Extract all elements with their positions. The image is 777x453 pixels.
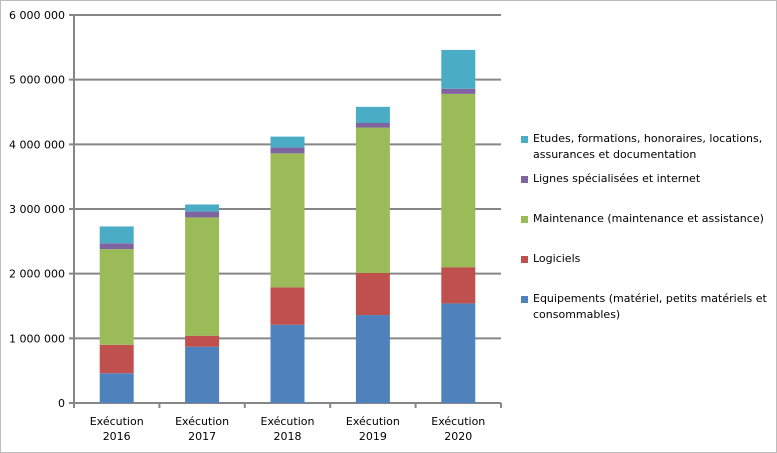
legend-swatch <box>521 296 528 303</box>
bar-segment-1-2016 <box>99 373 134 403</box>
x-tick-label: Exécution <box>261 415 315 428</box>
bar-segment-5-2016 <box>99 226 134 244</box>
legend-item: Maintenance (maintenance et assistance) <box>521 211 764 227</box>
bar-segment-2-2018 <box>270 287 305 325</box>
bar-segment-1-2018 <box>270 324 305 403</box>
legend-label-line: Equipements (matériel, petits matériels … <box>533 292 767 305</box>
bar-segment-4-2017 <box>185 211 220 218</box>
legend-label-line: Logiciels <box>533 252 581 265</box>
legend-label: Lignes spécialisées et internet <box>533 171 700 187</box>
bar-segment-3-2019 <box>355 127 390 274</box>
bar-segment-5-2019 <box>355 106 390 123</box>
x-tick-label: Exécution <box>431 415 485 428</box>
legend-swatch <box>521 256 528 263</box>
bar-segment-2-2019 <box>355 273 390 316</box>
bar-segment-2-2020 <box>441 267 476 304</box>
bar-segment-3-2018 <box>270 153 305 288</box>
bar-segment-2-2016 <box>99 344 134 374</box>
x-tick-label: Exécution <box>90 415 144 428</box>
y-tick-label: 1 000 000 <box>9 332 65 345</box>
legend-swatch <box>521 136 528 143</box>
legend-item: Equipements (matériel, petits matériels … <box>521 291 767 323</box>
legend-item: Logiciels <box>521 251 580 267</box>
legend-label: Maintenance (maintenance et assistance) <box>533 211 764 227</box>
y-tick-label: 4 000 000 <box>9 138 65 151</box>
bar-segment-3-2016 <box>99 249 134 345</box>
legend-label-line: Maintenance (maintenance et assistance) <box>533 212 764 225</box>
x-tick-label: 2016 <box>103 430 131 443</box>
y-tick-label: 2 000 000 <box>9 268 65 281</box>
y-tick-label: 0 <box>58 397 65 410</box>
bar-segment-1-2020 <box>441 303 476 403</box>
x-tick-label: 2018 <box>274 430 302 443</box>
x-tick-label: 2020 <box>444 430 472 443</box>
x-tick-label: Exécution <box>175 415 229 428</box>
legend-label: Logiciels <box>533 251 580 267</box>
bar-segment-4-2016 <box>99 243 134 250</box>
bar-segment-5-2017 <box>185 204 220 212</box>
legend-label: Etudes, formations, honoraires, location… <box>533 131 762 163</box>
legend-swatch <box>521 176 528 183</box>
legend-item: Lignes spécialisées et internet <box>521 171 700 187</box>
bar-segment-5-2020 <box>441 49 476 89</box>
legend-label-line: Lignes spécialisées et internet <box>533 172 701 185</box>
legend-swatch <box>521 216 528 223</box>
x-tick-label: Exécution <box>346 415 400 428</box>
legend-label-line: Etudes, formations, honoraires, location… <box>533 132 763 145</box>
legend-label-line: consommables) <box>533 308 621 321</box>
y-tick-label: 3 000 000 <box>9 203 65 216</box>
bar-segment-3-2020 <box>441 93 476 268</box>
y-tick-label: 6 000 000 <box>9 9 65 22</box>
bar-segment-2-2017 <box>185 335 220 347</box>
bar-segment-3-2017 <box>185 217 220 336</box>
x-tick-label: 2017 <box>188 430 216 443</box>
x-tick-label: 2019 <box>359 430 387 443</box>
bar-segment-5-2018 <box>270 136 305 148</box>
bar-segment-1-2017 <box>185 346 220 403</box>
bar-segment-4-2020 <box>441 88 476 94</box>
y-tick-label: 5 000 000 <box>9 74 65 87</box>
bar-segment-1-2019 <box>355 315 390 403</box>
legend-item: Etudes, formations, honoraires, location… <box>521 131 762 163</box>
bar-segment-4-2019 <box>355 122 390 128</box>
bar-segment-4-2018 <box>270 147 305 154</box>
legend-label: Equipements (matériel, petits matériels … <box>533 291 767 323</box>
legend-label-line: assurances et documentation <box>533 148 697 161</box>
